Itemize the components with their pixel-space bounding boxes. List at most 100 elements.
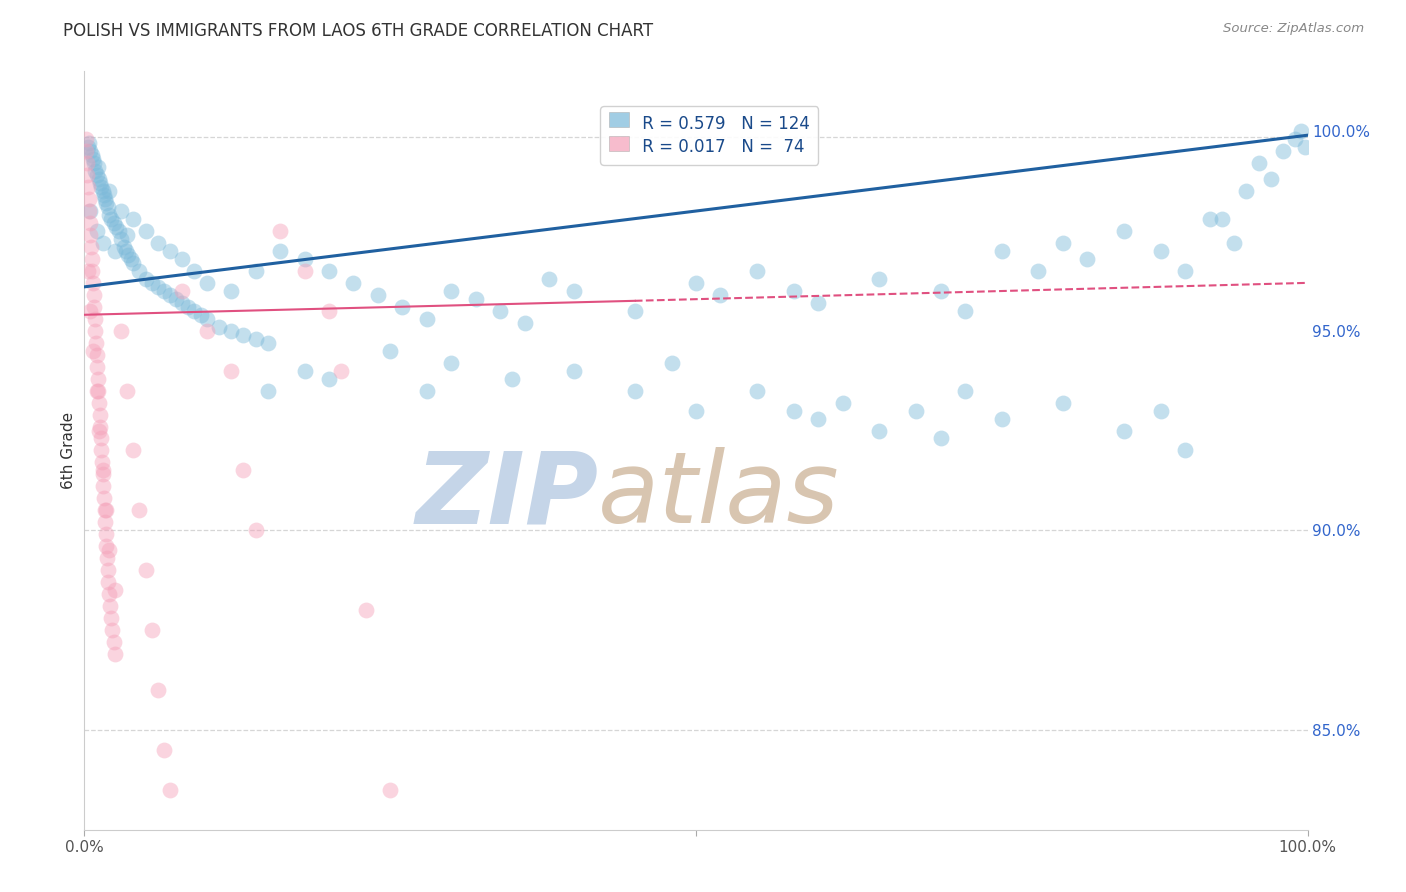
Legend:  R = 0.579   N = 124,  R = 0.017   N =  74: R = 0.579 N = 124, R = 0.017 N = 74 <box>600 106 818 165</box>
Point <box>122 212 145 227</box>
Point <box>107 224 129 238</box>
Point <box>104 583 127 598</box>
Point <box>100 611 122 625</box>
Point <box>1052 395 1074 409</box>
Point <box>502 371 524 385</box>
Point <box>104 244 127 258</box>
Point <box>991 411 1014 425</box>
Point <box>1247 156 1270 170</box>
Point <box>991 244 1014 258</box>
Point <box>141 276 163 290</box>
Point <box>318 303 340 318</box>
Point <box>89 408 111 422</box>
Point <box>391 300 413 314</box>
Point <box>562 284 585 298</box>
Point <box>96 196 118 211</box>
Point <box>661 356 683 370</box>
Point <box>89 419 111 434</box>
Point <box>1114 224 1136 238</box>
Point <box>440 356 463 370</box>
Point <box>75 144 97 158</box>
Point <box>112 240 135 254</box>
Point <box>128 264 150 278</box>
Point <box>685 276 707 290</box>
Point <box>146 235 169 250</box>
Point <box>77 140 100 154</box>
Point <box>153 284 176 298</box>
Point <box>77 180 100 194</box>
Point <box>80 252 103 266</box>
Point <box>87 395 110 409</box>
Point <box>90 180 112 194</box>
Point <box>294 364 316 378</box>
Point <box>77 204 100 219</box>
Point <box>90 432 112 446</box>
Point <box>232 463 254 477</box>
Point <box>115 227 138 242</box>
Point <box>330 364 353 378</box>
Point <box>97 200 120 214</box>
Point <box>562 364 585 378</box>
Point <box>87 172 110 186</box>
Point <box>91 463 114 477</box>
Point <box>77 192 100 206</box>
Text: atlas: atlas <box>598 448 839 544</box>
Point <box>1174 264 1197 278</box>
Point <box>97 587 120 601</box>
Point <box>1028 264 1050 278</box>
Point <box>117 248 139 262</box>
Point <box>624 384 647 398</box>
Point <box>103 635 125 649</box>
Point <box>82 264 104 278</box>
Point <box>86 359 108 374</box>
Point <box>91 455 114 469</box>
Point <box>245 332 267 346</box>
Point <box>1284 132 1306 146</box>
Point <box>219 324 242 338</box>
Point <box>929 432 952 446</box>
Point <box>342 276 364 290</box>
Point <box>97 563 120 577</box>
Point <box>624 303 647 318</box>
Text: POLISH VS IMMIGRANTS FROM LAOS 6TH GRADE CORRELATION CHART: POLISH VS IMMIGRANTS FROM LAOS 6TH GRADE… <box>63 22 654 40</box>
Point <box>76 156 98 170</box>
Text: ZIP: ZIP <box>415 448 598 544</box>
Point <box>84 324 107 338</box>
Point <box>86 224 108 238</box>
Point <box>165 292 187 306</box>
Point <box>104 647 127 661</box>
Point <box>115 244 138 258</box>
Point <box>110 232 132 246</box>
Point <box>101 623 124 637</box>
Point <box>83 311 105 326</box>
Point <box>489 303 512 318</box>
Point <box>159 244 181 258</box>
Point <box>172 284 194 298</box>
Point <box>90 443 112 458</box>
Point <box>1052 235 1074 250</box>
Point <box>96 503 118 517</box>
Point <box>440 284 463 298</box>
Point <box>135 563 157 577</box>
Point <box>153 743 176 757</box>
Point <box>100 212 122 227</box>
Point <box>208 319 231 334</box>
Point <box>141 623 163 637</box>
Point <box>122 443 145 458</box>
Point <box>94 527 117 541</box>
Point <box>146 280 169 294</box>
Point <box>1150 244 1173 258</box>
Point <box>79 204 101 219</box>
Point <box>93 503 115 517</box>
Point <box>269 224 291 238</box>
Point <box>93 188 115 202</box>
Point <box>86 384 108 398</box>
Point <box>96 551 118 566</box>
Point <box>80 240 103 254</box>
Point <box>831 395 853 409</box>
Point <box>172 295 194 310</box>
Point <box>91 479 114 493</box>
Point <box>82 276 104 290</box>
Point <box>953 384 976 398</box>
Point <box>93 491 115 506</box>
